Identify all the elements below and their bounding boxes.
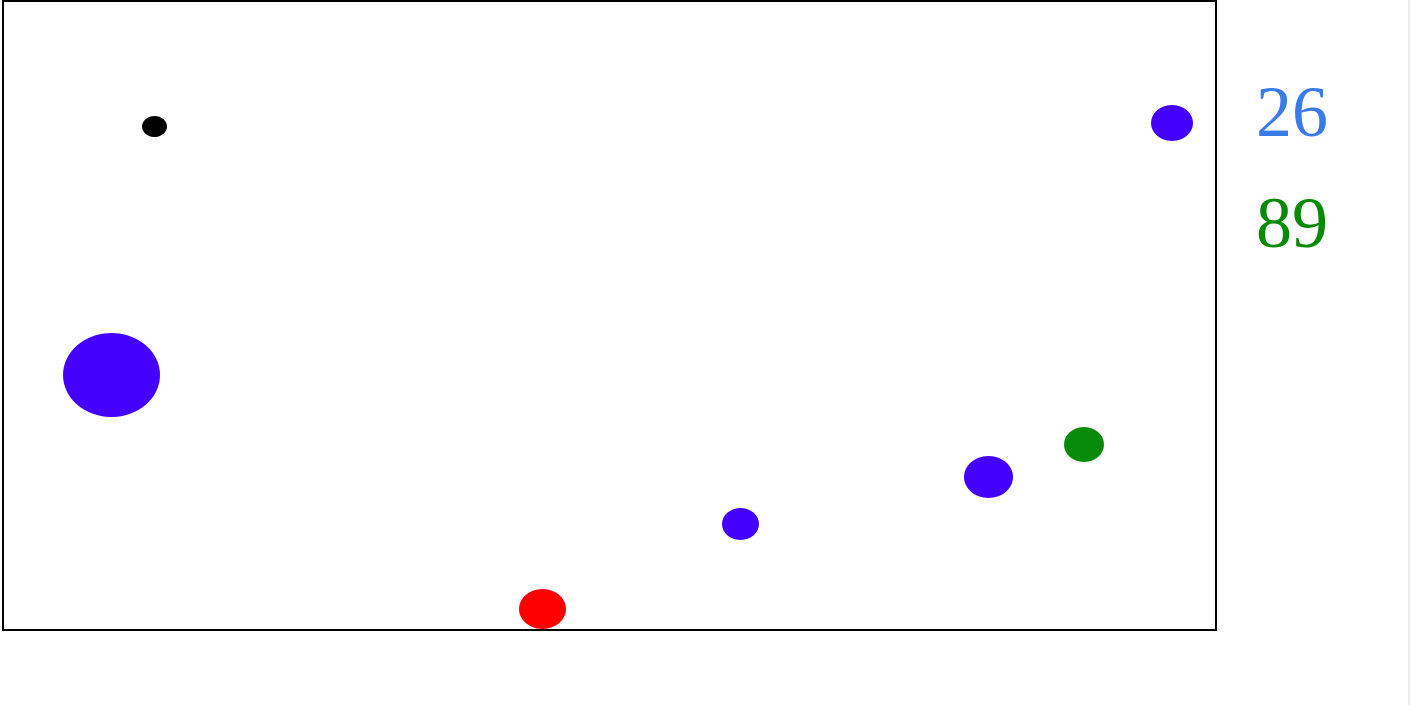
green-ball — [1064, 427, 1104, 462]
green-score: 89 — [1256, 183, 1328, 263]
blue-ball — [964, 456, 1013, 498]
page-scrollbar-edge — [1408, 0, 1410, 705]
game-canvas[interactable] — [2, 0, 1217, 631]
blue-ball — [63, 333, 160, 417]
black-ball — [142, 116, 167, 137]
red-ball — [519, 589, 566, 629]
blue-ball — [722, 508, 759, 540]
blue-score: 26 — [1256, 72, 1328, 152]
blue-ball — [1151, 105, 1193, 141]
